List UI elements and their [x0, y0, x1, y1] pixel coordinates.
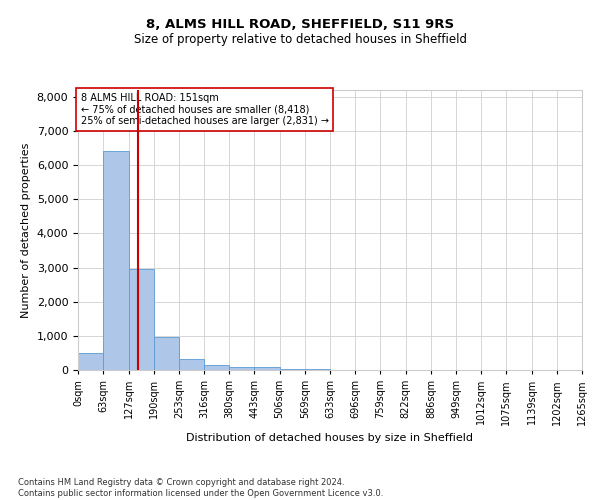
Text: Contains HM Land Registry data © Crown copyright and database right 2024.
Contai: Contains HM Land Registry data © Crown c…: [18, 478, 383, 498]
Bar: [154, 337, 179, 370]
Bar: [254, 368, 280, 370]
X-axis label: Distribution of detached houses by size in Sheffield: Distribution of detached houses by size …: [187, 433, 473, 443]
Y-axis label: Number of detached properties: Number of detached properties: [21, 142, 31, 318]
Bar: [179, 358, 204, 370]
Text: Size of property relative to detached houses in Sheffield: Size of property relative to detached ho…: [133, 32, 467, 46]
Bar: [128, 270, 154, 370]
Text: 8 ALMS HILL ROAD: 151sqm
← 75% of detached houses are smaller (8,418)
25% of sem: 8 ALMS HILL ROAD: 151sqm ← 75% of detach…: [80, 93, 329, 126]
Bar: [229, 367, 254, 370]
Bar: [103, 152, 128, 370]
Bar: [78, 353, 103, 370]
Text: 8, ALMS HILL ROAD, SHEFFIELD, S11 9RS: 8, ALMS HILL ROAD, SHEFFIELD, S11 9RS: [146, 18, 454, 30]
Bar: [204, 364, 229, 370]
Bar: [280, 368, 305, 370]
